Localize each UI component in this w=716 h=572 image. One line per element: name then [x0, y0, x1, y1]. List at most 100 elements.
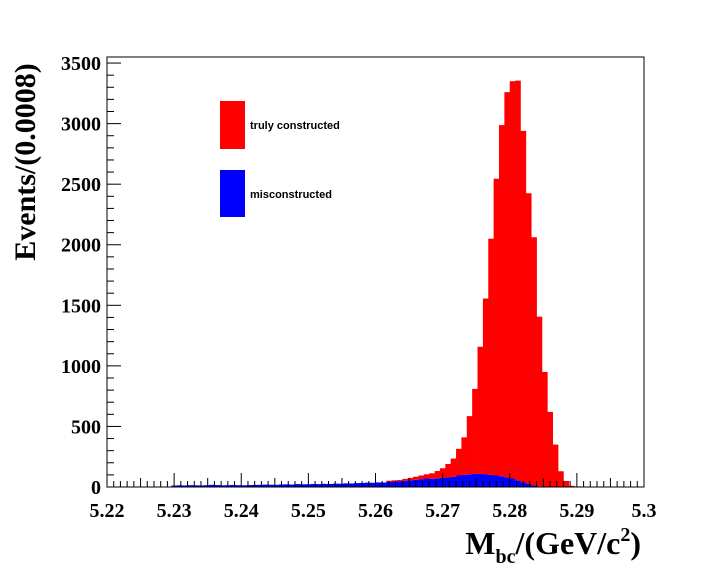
- legend-swatch-truly: [220, 101, 245, 149]
- legend-label-truly: truly constructed: [250, 120, 340, 132]
- bar-truly-constructed: [407, 477, 414, 481]
- bar-truly-constructed: [423, 474, 430, 479]
- bar-misconstructed: [418, 479, 425, 487]
- bar-truly-constructed: [531, 237, 537, 486]
- y-tick-label: 0: [91, 477, 101, 499]
- bar-misconstructed: [402, 480, 409, 487]
- bar-truly-constructed: [402, 478, 409, 481]
- y-tick-label: 2500: [61, 174, 101, 196]
- bar-misconstructed: [488, 474, 494, 487]
- bar-truly-constructed: [504, 92, 511, 478]
- bar-truly-constructed: [552, 444, 559, 487]
- bar-truly-constructed: [482, 298, 489, 475]
- x-title-main: M: [465, 525, 495, 561]
- bar-truly-constructed: [493, 178, 500, 476]
- x-tick-label: 5.25: [291, 500, 326, 522]
- bar-misconstructed: [343, 483, 349, 487]
- bar-misconstructed: [262, 484, 269, 487]
- x-tick-label: 5.22: [90, 500, 125, 522]
- x-tick-label: 5.28: [492, 500, 527, 522]
- bar-misconstructed: [354, 483, 360, 487]
- legend-label-mis: misconstructed: [250, 189, 332, 201]
- bar-misconstructed: [396, 481, 403, 487]
- bar-misconstructed: [380, 482, 387, 487]
- bar-truly-constructed: [547, 411, 554, 487]
- bar-misconstructed: [209, 484, 215, 487]
- y-tick-label: 3500: [61, 53, 101, 75]
- bar-misconstructed: [499, 476, 505, 487]
- bar-truly-constructed: [563, 480, 570, 487]
- y-tick-label: 500: [71, 416, 101, 438]
- bar-misconstructed: [327, 483, 333, 487]
- bar-misconstructed: [461, 474, 468, 487]
- bar-truly-constructed: [450, 458, 457, 477]
- bar-misconstructed: [214, 485, 221, 487]
- bar-truly-constructed: [429, 473, 435, 479]
- x-tick-label: 5.29: [559, 500, 594, 522]
- bar-misconstructed: [268, 484, 274, 487]
- bar-truly-constructed: [456, 448, 462, 476]
- bar-misconstructed: [203, 485, 210, 487]
- legend: truly constructed misconstructed: [220, 101, 340, 217]
- bar-misconstructed: [364, 482, 371, 487]
- y-tick-label: 1500: [61, 295, 101, 317]
- bar-misconstructed: [182, 485, 188, 487]
- x-axis: 5.22 5.23 5.24 5.25 5.26 5.27 5.28 5.29 5.3: [90, 473, 657, 522]
- truly-constructed-series: [386, 80, 580, 487]
- y-tick-label: 1000: [61, 356, 101, 378]
- bar-truly-constructed: [509, 81, 516, 479]
- y-tick-label: 2000: [61, 235, 101, 257]
- bar-misconstructed: [445, 477, 451, 487]
- bar-misconstructed: [311, 483, 317, 487]
- bar-misconstructed: [273, 484, 280, 487]
- bar-misconstructed: [241, 485, 247, 487]
- bar-misconstructed: [230, 484, 237, 487]
- bar-misconstructed: [423, 478, 430, 487]
- x-title-sup: 2: [620, 524, 630, 546]
- bar-truly-constructed: [466, 416, 473, 475]
- bar-truly-constructed: [515, 80, 521, 481]
- x-title-close: ): [630, 525, 641, 561]
- y-tick-label: 3000: [61, 114, 101, 136]
- x-title-tail: /(GeV/c: [515, 525, 621, 561]
- bar-truly-constructed: [472, 388, 478, 474]
- bar-truly-constructed: [434, 471, 441, 479]
- bar-misconstructed: [482, 474, 489, 487]
- bar-truly-constructed: [525, 193, 532, 484]
- bar-misconstructed: [294, 484, 301, 487]
- bar-misconstructed: [348, 483, 355, 487]
- bar-truly-constructed: [568, 485, 575, 487]
- x-tick-label: 5.27: [425, 500, 460, 522]
- bar-truly-constructed: [536, 316, 543, 487]
- bar-misconstructed: [176, 485, 183, 487]
- bar-misconstructed: [187, 485, 194, 487]
- bar-misconstructed: [472, 473, 478, 487]
- bar-misconstructed: [337, 483, 344, 487]
- bar-truly-constructed: [413, 476, 419, 480]
- bar-misconstructed: [531, 485, 537, 487]
- x-axis-title: Mbc/(GeV/c2): [465, 524, 641, 568]
- bar-truly-constructed: [391, 480, 398, 482]
- x-title-sub: bc: [496, 546, 516, 568]
- bar-misconstructed: [246, 485, 253, 487]
- bar-truly-constructed: [558, 471, 564, 487]
- bar-misconstructed: [450, 476, 457, 487]
- bar-misconstructed: [477, 473, 484, 487]
- bar-misconstructed: [515, 480, 521, 487]
- bar-misconstructed: [192, 485, 199, 487]
- bar-misconstructed: [407, 480, 414, 487]
- bar-truly-constructed: [541, 371, 548, 487]
- bar-misconstructed: [504, 477, 511, 487]
- bar-misconstructed: [391, 481, 398, 487]
- bar-misconstructed: [300, 484, 306, 487]
- bar-misconstructed: [316, 484, 323, 487]
- y-axis: 0 500 1000 1500 2000 2500 3000 3500: [61, 53, 121, 499]
- bar-truly-constructed: [396, 479, 403, 482]
- bar-misconstructed: [289, 484, 296, 487]
- bar-truly-constructed: [520, 130, 527, 483]
- bar-truly-constructed: [418, 475, 425, 480]
- bar-truly-constructed: [488, 238, 494, 475]
- bar-misconstructed: [456, 475, 462, 487]
- bar-misconstructed: [370, 482, 376, 487]
- bar-misconstructed: [429, 478, 435, 487]
